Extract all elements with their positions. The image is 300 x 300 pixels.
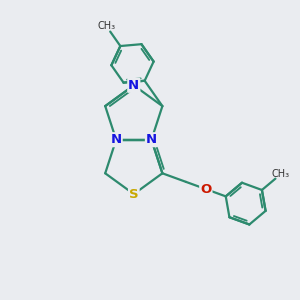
Text: CH₃: CH₃ (271, 169, 290, 179)
Text: N: N (128, 79, 140, 92)
Text: S: S (129, 188, 139, 201)
Text: CH₃: CH₃ (98, 21, 116, 31)
Text: O: O (200, 183, 212, 196)
Text: N: N (146, 133, 157, 146)
Text: N: N (111, 133, 122, 146)
